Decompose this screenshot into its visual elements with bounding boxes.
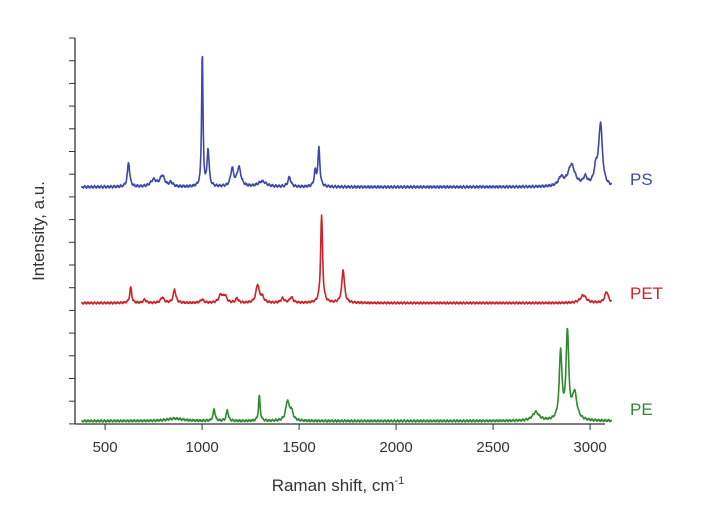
series-label-pet: PET	[630, 284, 663, 303]
spectrum-pe	[81, 327, 613, 423]
x-axis-title: Raman shift, cm-1	[272, 475, 405, 495]
spectrum-pet	[81, 214, 613, 305]
x-tick-label: 500	[93, 439, 118, 456]
series-label-pe: PE	[630, 400, 653, 419]
y-axis-title: Intensity, a.u.	[29, 181, 48, 281]
x-tick-label: 2500	[476, 439, 509, 456]
x-axis-title-superscript: -1	[395, 475, 405, 487]
x-tick-label: 2000	[379, 439, 412, 456]
spectra-traces	[81, 55, 613, 423]
x-tick-label: 1000	[185, 439, 218, 456]
x-tick-label: 1500	[282, 439, 315, 456]
y-axis-ticks	[69, 37, 75, 425]
spectrum-ps	[81, 55, 613, 190]
x-tick-label: 3000	[573, 439, 606, 456]
x-axis-ticks: 500 1000 1500 2000 2500 3000	[93, 424, 607, 456]
series-labels: PS PET PE	[630, 170, 663, 419]
series-label-ps: PS	[630, 170, 653, 189]
x-axis-title-main: Raman shift, cm	[272, 476, 395, 495]
